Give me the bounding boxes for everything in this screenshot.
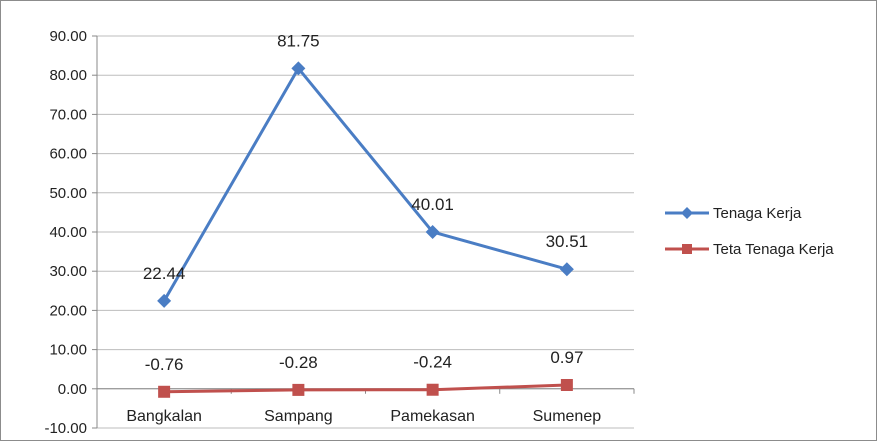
x-category-label: Pamekasan	[390, 408, 475, 425]
y-tick-label: 10.00	[49, 342, 87, 359]
x-category-label: Sumenep	[533, 408, 602, 425]
series-line-1	[162, 65, 568, 302]
y-tick-label: 40.00	[49, 224, 87, 241]
data-point-marker	[292, 383, 305, 396]
data-label: 22.44	[143, 264, 186, 283]
y-tick-label: -10.00	[44, 420, 87, 437]
y-tick-label: 30.00	[49, 263, 87, 280]
x-category-label: Bangkalan	[126, 408, 202, 425]
data-point-marker	[425, 224, 440, 239]
y-tick-label: 50.00	[49, 185, 87, 202]
y-tick-label: 20.00	[49, 302, 87, 319]
data-point-marker	[559, 262, 574, 277]
y-tick-label: 80.00	[49, 67, 87, 84]
legend: Tenaga Kerja Teta Tenaga Kerja	[665, 205, 834, 258]
legend-marker	[681, 207, 693, 219]
data-point-marker	[560, 378, 573, 391]
series-group	[157, 61, 574, 398]
data-point-marker	[426, 383, 439, 396]
data-label: 30.51	[546, 232, 589, 251]
x-category-label: Sampang	[264, 408, 333, 425]
legend-label: Tenaga Kerja	[713, 205, 802, 222]
data-label: 81.75	[277, 31, 320, 50]
data-labels: 22.44 81.75 40.01 30.51 -0.76 -0.28 -0.24 0.97	[143, 31, 588, 373]
y-tick-label: 60.00	[49, 146, 87, 163]
y-tick-label: 90.00	[49, 28, 87, 45]
data-label: -0.28	[279, 353, 318, 372]
legend-marker	[682, 244, 692, 254]
data-label: 40.01	[411, 195, 454, 214]
y-tick-label: 70.00	[49, 106, 87, 123]
legend-label: Teta Tenaga Kerja	[713, 241, 834, 258]
data-label: -0.24	[413, 353, 452, 372]
data-label: -0.76	[145, 355, 184, 374]
y-axis: 90.00 80.00 70.00 60.00 50.00 40.00 30.00 20.00…	[44, 28, 98, 437]
series-line-2	[164, 383, 567, 394]
x-axis: Bangkalan Sampang Pamekasan Sumenep	[96, 388, 635, 425]
data-point-marker	[158, 385, 171, 398]
y-tick-label: 0.00	[58, 381, 87, 398]
data-point-marker	[157, 293, 172, 308]
data-label: 0.97	[550, 348, 583, 367]
